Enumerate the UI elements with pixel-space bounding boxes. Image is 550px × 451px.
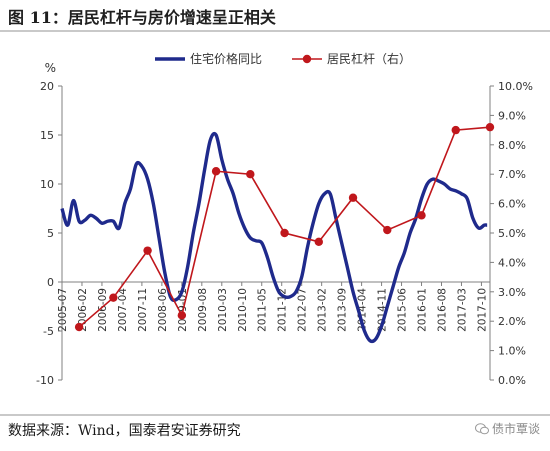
- y-tick-left-label: -5: [43, 325, 54, 338]
- chart-legend: 住宅价格同比 居民杠杆（右）: [155, 51, 411, 66]
- y-axis-left-unit: %: [45, 61, 56, 75]
- leverage-point: [211, 167, 221, 176]
- x-tick-label: 2007-11: [137, 288, 149, 332]
- wechat-icon: [474, 422, 489, 434]
- leverage-point: [383, 225, 392, 235]
- y-tick-right-label: 10.0%: [498, 80, 533, 93]
- y-tick-right-label: 3.0%: [498, 286, 526, 299]
- x-tick-label: 2013-09: [337, 288, 349, 332]
- y-tick-right-label: 6.0%: [498, 198, 526, 211]
- x-tick-label: 2011-05: [257, 288, 269, 332]
- legend-label: 住宅价格同比: [190, 51, 262, 66]
- y-tick-left-label: 15: [40, 129, 54, 142]
- x-tick-label: 2014-11: [377, 288, 389, 332]
- y-tick-right-label: 0.0%: [498, 374, 526, 387]
- x-tick-label: 2010-03: [217, 288, 229, 332]
- x-tick-label: 2010-10: [237, 288, 249, 332]
- leverage-point: [143, 246, 152, 255]
- y-tick-right-label: 1.0%: [498, 345, 526, 358]
- x-tick-label: 2016-01: [417, 288, 429, 332]
- leverage-point: [109, 293, 118, 302]
- leverage-point: [485, 122, 495, 132]
- leverage-point: [280, 228, 289, 238]
- x-tick-label: 2006-09: [97, 288, 109, 332]
- y-tick-left-label: 5: [47, 227, 54, 240]
- x-tick-label: 2008-06: [157, 288, 169, 332]
- y-tick-right-label: 5.0%: [498, 227, 526, 240]
- y-tick-left-label: 10: [40, 178, 54, 191]
- chart-axes: -10 -5 0 5 10 15 20% 0.0% 1.0% 2.0% 3.0% 4.0% 5.0% 6.…: [36, 61, 533, 387]
- leverage-point: [177, 311, 187, 320]
- y-tick-right-label: 7.0%: [498, 168, 526, 181]
- legend-label: 居民杠杆（右）: [327, 51, 411, 66]
- leverage-point: [314, 237, 323, 247]
- source-note: 数据来源：Wind，国泰君安证券研究: [8, 423, 241, 439]
- watermark: 债市覃谈: [474, 420, 540, 437]
- source-divider: [0, 414, 550, 416]
- chart-series: [60, 122, 495, 344]
- x-tick-label: 2009-08: [197, 288, 209, 332]
- y-tick-left-label: 20: [40, 80, 54, 93]
- title-divider: [0, 30, 550, 32]
- leverage-point: [451, 125, 460, 135]
- x-tick-label: 2017-03: [456, 288, 468, 332]
- leverage-point: [246, 170, 255, 179]
- leverage-point: [74, 322, 84, 332]
- x-tick-label: 2007-04: [117, 288, 129, 332]
- x-tick-label: 2013-02: [317, 288, 329, 332]
- x-tick-label: 2016-08: [436, 288, 448, 332]
- x-tick-label: 2005-07: [57, 288, 69, 332]
- y-tick-left-label: -10: [36, 374, 54, 387]
- y-tick-right-label: 8.0%: [498, 139, 526, 152]
- y-tick-right-label: 9.0%: [498, 109, 526, 122]
- x-tick-label: 2015-06: [397, 288, 409, 332]
- y-tick-right-label: 2.0%: [498, 315, 526, 328]
- leverage-point: [348, 193, 358, 202]
- dual-axis-line-chart: -10 -5 0 5 10 15 20% 0.0% 1.0% 2.0% 3.0% 4.0% 5.0% 6.…: [36, 51, 533, 387]
- y-tick-left-label: 0: [47, 276, 54, 289]
- figure-title: 图 11：居民杠杆与房价增速呈正相关: [8, 8, 276, 27]
- x-tick-label: 2017-10: [476, 288, 488, 332]
- y-tick-right-label: 4.0%: [498, 256, 526, 269]
- watermark-text: 债市覃谈: [491, 422, 540, 436]
- leverage-point: [417, 211, 426, 220]
- legend-marker-leverage: [302, 54, 312, 64]
- x-tick-label: 2012-07: [297, 288, 309, 332]
- x-tick-label: 2011-12: [277, 288, 289, 332]
- series-line-housing-price-yoy: [60, 131, 488, 344]
